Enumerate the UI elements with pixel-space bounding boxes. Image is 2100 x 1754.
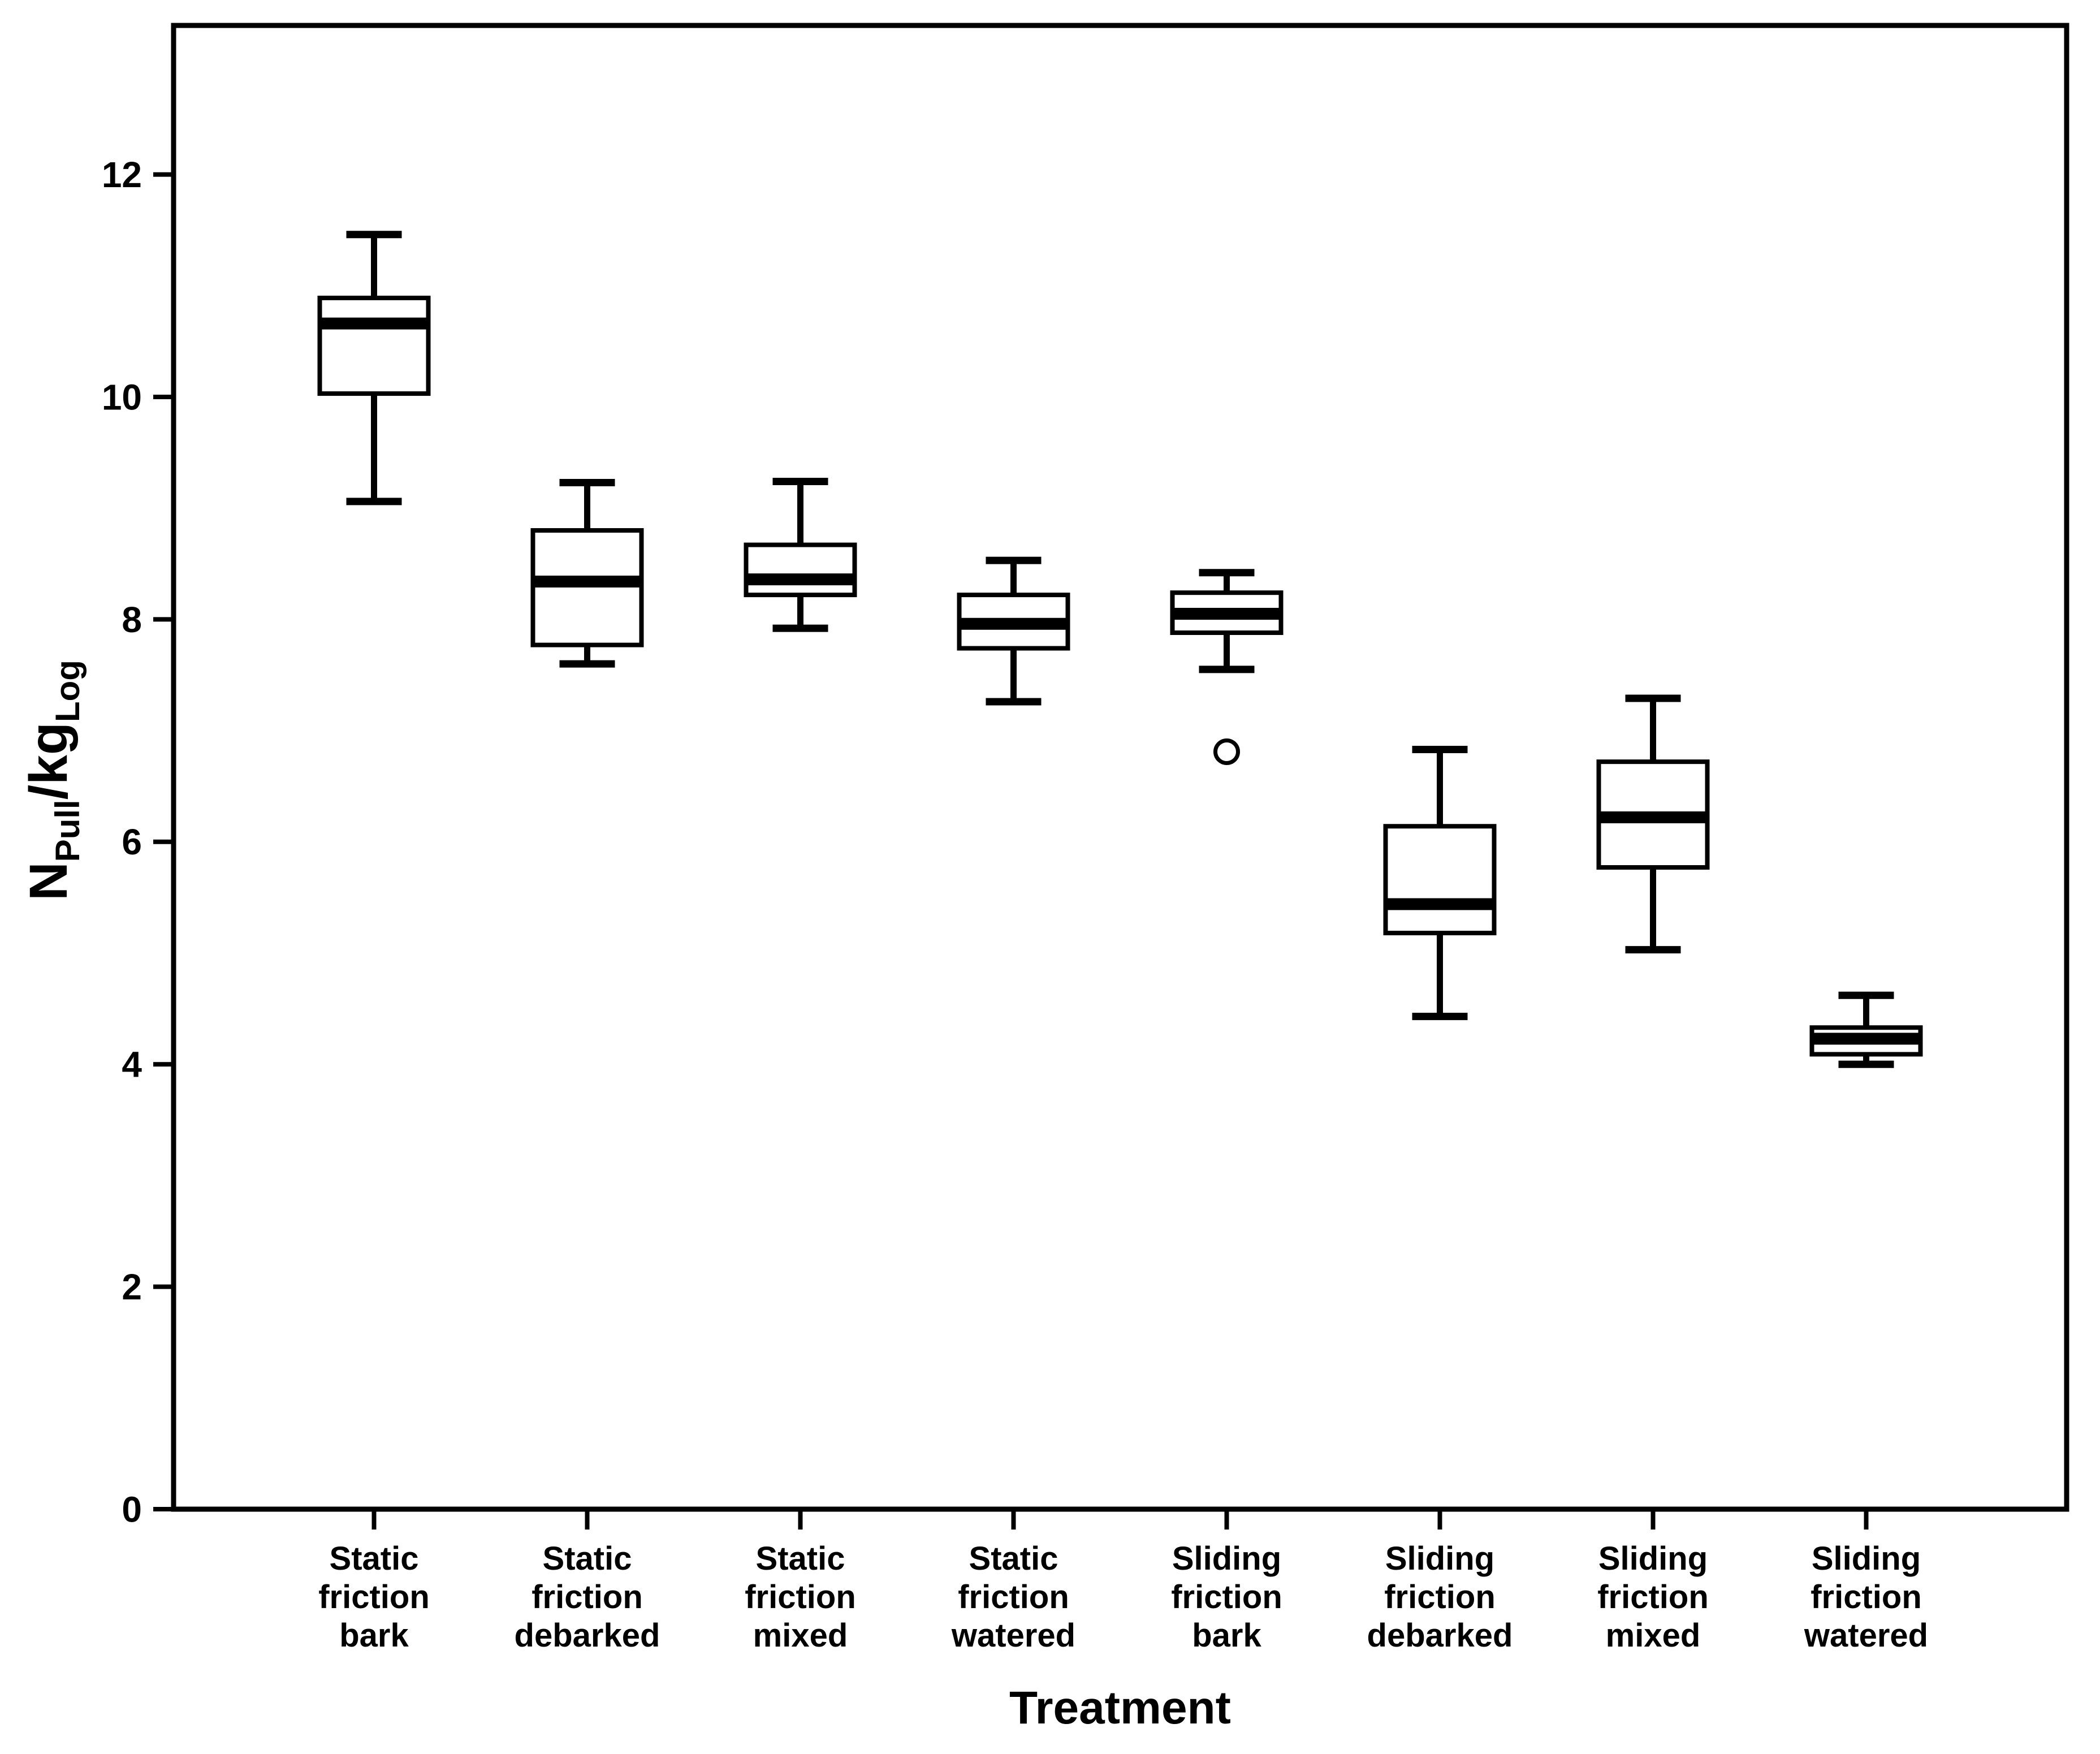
y-tick-label: 6 xyxy=(122,822,142,862)
iqr-box xyxy=(744,542,857,598)
iqr-box xyxy=(530,528,644,647)
y-tick-label: 12 xyxy=(102,154,142,195)
x-category-label-line: watered xyxy=(951,1617,1075,1654)
x-category-label-line: friction xyxy=(1811,1579,1922,1615)
x-axis-title: Treatment xyxy=(1009,1682,1231,1734)
x-category-label-line: friction xyxy=(1384,1579,1496,1615)
boxplot-static-friction-watered xyxy=(957,556,1070,706)
y-axis-title-text: N xyxy=(19,862,79,901)
x-category-label-line: bark xyxy=(1192,1617,1261,1654)
x-category-label-sliding-friction-debarked: Sliding friction debarked xyxy=(1367,1540,1513,1654)
boxplot-static-friction-mixed xyxy=(744,477,857,632)
y-tick-label: 0 xyxy=(122,1489,142,1530)
y-tick-label: 8 xyxy=(122,599,142,640)
boxplot-sliding-friction-mixed xyxy=(1596,694,1710,954)
x-category-label-line: friction xyxy=(1597,1579,1709,1615)
boxplot-static-friction-bark xyxy=(317,231,431,506)
y-axis-title: NPull/kgLog xyxy=(19,660,87,901)
x-category-label-line: friction xyxy=(745,1579,856,1615)
x-category-label-line: Static xyxy=(330,1540,419,1577)
outlier-point xyxy=(1213,738,1240,765)
x-category-label-sliding-friction-mixed: Sliding friction mixed xyxy=(1597,1540,1709,1654)
boxplot-static-friction-debarked xyxy=(530,478,644,668)
x-category-label-line: watered xyxy=(1804,1617,1928,1654)
x-category-label-line: Sliding xyxy=(1812,1540,1921,1577)
x-category-label-sliding-friction-bark: Sliding friction bark xyxy=(1171,1540,1282,1654)
x-category-label-line: friction xyxy=(1171,1579,1282,1615)
boxplot-sliding-friction-watered xyxy=(1809,991,1923,1068)
x-category-label-line: mixed xyxy=(753,1617,848,1654)
plot-frame xyxy=(171,23,2069,1512)
x-category-label-static-friction-watered: Static friction watered xyxy=(951,1540,1075,1654)
x-category-label-line: friction xyxy=(318,1579,430,1615)
x-category-label-line: mixed xyxy=(1606,1617,1701,1654)
x-category-label-line: friction xyxy=(532,1579,643,1615)
iqr-box xyxy=(317,295,431,396)
x-category-label-line: Sliding xyxy=(1598,1540,1708,1577)
y-tick-label: 10 xyxy=(102,377,142,417)
y-axis-title-subscript: Pull xyxy=(49,800,87,862)
boxplot-sliding-friction-debarked xyxy=(1383,746,1497,1021)
boxplot-sliding-friction-bark xyxy=(1170,569,1284,765)
x-category-label-static-friction-mixed: Static friction mixed xyxy=(745,1540,856,1654)
y-axis-title-subscript: Log xyxy=(49,660,87,722)
x-category-label-line: debarked xyxy=(1367,1617,1513,1654)
iqr-box xyxy=(1383,824,1497,936)
y-axis-title-text: /kg xyxy=(19,722,79,800)
y-tick-label: 4 xyxy=(122,1044,142,1085)
x-category-label-static-friction-bark: Static friction bark xyxy=(318,1540,430,1654)
x-category-label-static-friction-debarked: Static friction debarked xyxy=(515,1540,660,1654)
x-category-label-sliding-friction-watered: Sliding friction watered xyxy=(1804,1540,1928,1654)
x-category-label-line: Static xyxy=(756,1540,845,1577)
x-category-label-line: debarked xyxy=(515,1617,660,1654)
x-category-label-line: bark xyxy=(339,1617,409,1654)
x-category-label-line: friction xyxy=(958,1579,1069,1615)
x-category-label-line: Static xyxy=(543,1540,632,1577)
x-category-label-line: Static xyxy=(969,1540,1058,1577)
x-category-label-line: Sliding xyxy=(1385,1540,1494,1577)
y-tick-label: 2 xyxy=(122,1267,142,1307)
x-category-label-line: Sliding xyxy=(1172,1540,1281,1577)
